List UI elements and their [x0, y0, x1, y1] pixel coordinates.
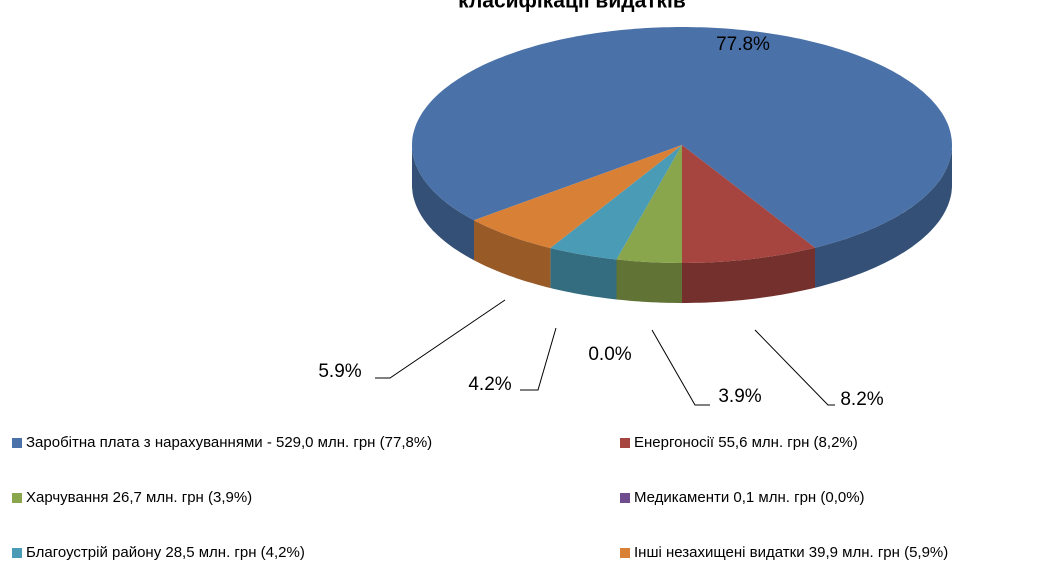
legend-swatch [620, 493, 630, 503]
data-label: 5.9% [318, 361, 361, 382]
legend-label: Харчування 26,7 млн. грн (3,9%) [26, 489, 252, 506]
legend-swatch [620, 548, 630, 558]
legend-label: Інші незахищені видатки 39,9 млн. грн (5… [634, 544, 948, 561]
pie-sides [412, 145, 952, 303]
pie-slice [474, 145, 682, 248]
pie-slice-side [474, 220, 551, 288]
pie-slice [412, 27, 952, 248]
legend-label: Заробітна плата з нарахуваннями - 529,0 … [26, 434, 432, 451]
leader-line [651, 329, 710, 406]
data-label: 0.0% [588, 344, 631, 365]
pie-slice-side [616, 259, 682, 303]
data-label: 3.9% [718, 386, 761, 407]
pie-slice-side [682, 247, 815, 303]
pie-slice [550, 145, 682, 260]
legend-swatch [12, 438, 22, 448]
legend-label: Енергоносії 55,6 млн. грн (8,2%) [634, 434, 858, 451]
pie-slice-side [815, 145, 952, 288]
leader-line [754, 329, 835, 406]
legend-label: Медикаменти 0,1 млн. грн (0,0%) [634, 489, 865, 506]
pie-slice-side [550, 248, 617, 300]
legend-swatch [620, 438, 630, 448]
data-label: 77.8% [716, 34, 770, 55]
data-label: 4.2% [468, 374, 511, 395]
pie-slice-side [412, 145, 474, 261]
pie-slice [682, 145, 815, 263]
legend-swatch [12, 493, 22, 503]
data-label: 8.2% [840, 389, 883, 410]
legend-label: Благоустрій району 28,5 млн. грн (4,2%) [26, 544, 305, 561]
leader-line [375, 299, 506, 379]
pie-slice [616, 145, 682, 263]
chart-title: класифікації видатків [458, 0, 686, 13]
legend-swatch [12, 548, 22, 558]
leader-line [520, 327, 557, 391]
